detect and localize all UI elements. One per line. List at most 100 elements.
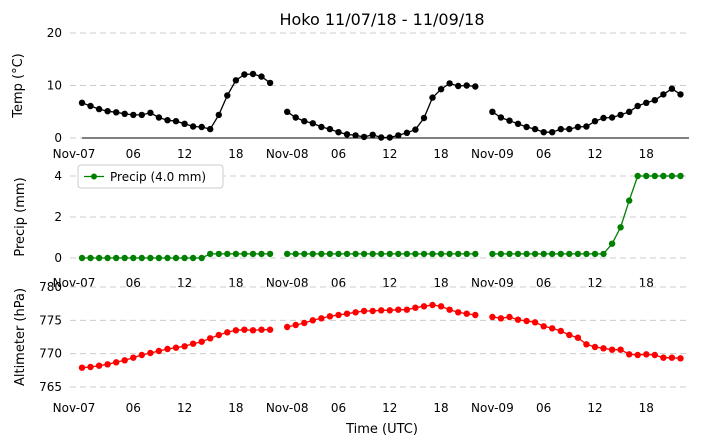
data-point <box>514 120 522 128</box>
data-point <box>617 346 624 353</box>
data-point <box>326 125 334 133</box>
data-point <box>395 132 402 139</box>
data-point <box>249 250 257 258</box>
data-point <box>164 345 171 353</box>
y-tick-label: 4 <box>54 169 62 183</box>
data-point <box>617 224 624 231</box>
x-tick-label: 18 <box>639 401 654 415</box>
data-point <box>249 70 257 78</box>
data-point <box>335 129 342 136</box>
data-point <box>651 351 658 359</box>
data-point <box>583 250 590 258</box>
data-point <box>497 114 505 121</box>
x-tick-label: Nov-08 <box>266 147 309 161</box>
data-point <box>643 351 650 358</box>
data-point <box>343 131 351 138</box>
data-point <box>489 250 496 258</box>
y-tick-label: 770 <box>39 347 62 361</box>
x-axis-label: Time (UTC) <box>345 422 418 437</box>
data-point <box>523 317 530 325</box>
data-point <box>335 311 342 319</box>
data-point <box>677 355 684 362</box>
data-point <box>531 250 539 258</box>
data-point <box>608 346 616 353</box>
data-point <box>386 307 393 314</box>
data-point <box>378 307 385 314</box>
series-line <box>492 175 681 255</box>
data-point <box>549 129 556 136</box>
series-line <box>492 316 681 359</box>
x-tick-label: 12 <box>382 401 397 415</box>
data-point <box>241 71 248 78</box>
data-point <box>352 309 359 316</box>
data-point <box>600 250 607 258</box>
data-point <box>343 310 351 317</box>
data-point <box>651 97 658 104</box>
data-point <box>352 132 359 139</box>
data-point <box>643 99 650 107</box>
data-point <box>437 86 445 93</box>
data-point <box>420 303 428 310</box>
data-point <box>540 129 547 136</box>
data-point <box>189 123 197 130</box>
x-tick-label: 12 <box>587 276 602 290</box>
data-point <box>506 117 513 124</box>
data-point <box>412 126 419 133</box>
data-point <box>258 326 265 333</box>
data-point <box>608 114 616 121</box>
data-point <box>258 73 265 80</box>
data-point <box>429 94 436 101</box>
x-tick-label: 12 <box>587 401 602 415</box>
data-point <box>463 310 470 317</box>
data-point <box>506 313 513 321</box>
data-point <box>626 197 633 204</box>
data-point <box>360 133 368 141</box>
x-tick-label: 06 <box>536 401 551 415</box>
y-tick-label: 0 <box>54 131 62 145</box>
data-point <box>395 250 402 258</box>
data-point <box>147 254 154 262</box>
data-point <box>130 254 137 262</box>
data-point <box>455 82 462 90</box>
data-point <box>104 108 111 115</box>
data-point <box>87 254 94 262</box>
data-point <box>634 351 641 359</box>
data-point <box>600 114 607 122</box>
x-tick-label: 06 <box>331 276 346 290</box>
data-point <box>540 323 547 330</box>
data-point <box>651 172 658 180</box>
data-point <box>583 123 590 130</box>
data-point <box>352 250 359 258</box>
data-point <box>198 123 205 131</box>
y-tick-label: 775 <box>39 313 62 327</box>
data-point <box>172 344 180 351</box>
data-point <box>104 361 111 368</box>
data-point <box>301 250 308 258</box>
data-point <box>591 343 599 351</box>
x-tick-label: 06 <box>536 276 551 290</box>
data-point <box>284 250 291 258</box>
data-point <box>455 250 462 258</box>
data-point <box>207 125 214 133</box>
data-point <box>369 131 376 138</box>
data-point <box>523 250 530 258</box>
data-point <box>181 343 188 350</box>
y-tick-label: 10 <box>47 79 62 93</box>
x-tick-label: 06 <box>331 401 346 415</box>
x-tick-label: Nov-07 <box>53 147 96 161</box>
data-point <box>634 172 641 180</box>
data-point <box>95 362 103 369</box>
x-tick-label: 18 <box>639 276 654 290</box>
data-point <box>369 307 376 315</box>
data-point <box>147 109 154 117</box>
x-tick-label: 12 <box>177 276 192 290</box>
data-point <box>301 319 308 327</box>
data-point <box>309 250 316 258</box>
data-point <box>78 99 86 107</box>
series-line <box>286 82 476 139</box>
data-point <box>437 303 445 310</box>
data-point <box>472 250 479 258</box>
y-axis-label: Precip (mm) <box>13 177 28 256</box>
x-tick-label: Nov-07 <box>53 401 96 415</box>
data-point <box>437 250 445 258</box>
